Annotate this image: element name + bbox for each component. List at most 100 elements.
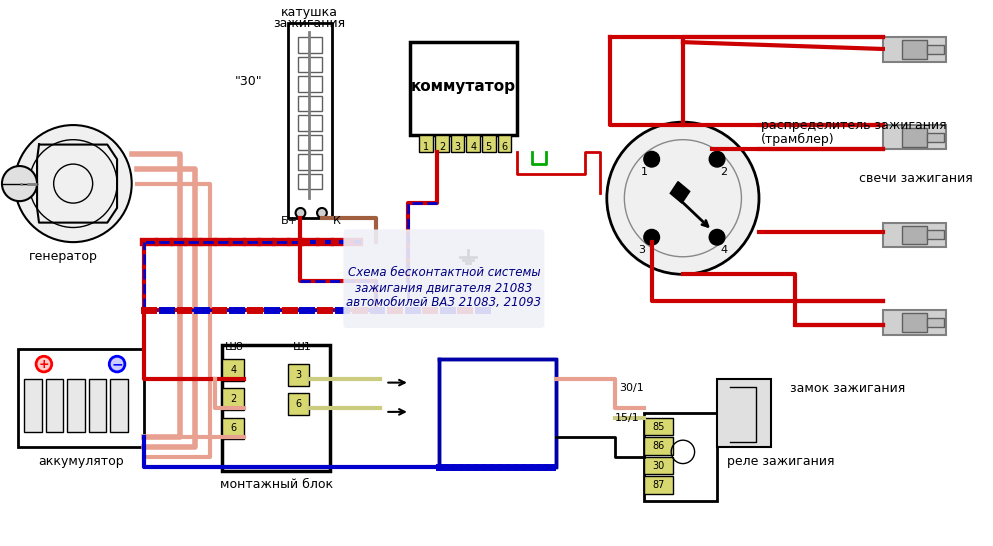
Circle shape: [709, 229, 725, 245]
Text: 30: 30: [652, 460, 664, 471]
Text: 6: 6: [230, 424, 236, 434]
Circle shape: [607, 122, 759, 274]
Text: 3: 3: [296, 370, 302, 380]
Bar: [883, 37, 946, 62]
Bar: [222, 345, 330, 471]
Bar: [298, 57, 322, 73]
Circle shape: [36, 357, 52, 372]
Bar: [298, 115, 322, 131]
Text: 3: 3: [455, 141, 461, 152]
Bar: [288, 393, 309, 415]
Bar: [410, 42, 517, 135]
Bar: [903, 313, 926, 332]
Text: (трамблер): (трамблер): [761, 133, 834, 146]
Text: 6: 6: [296, 399, 302, 409]
Bar: [883, 311, 946, 335]
Circle shape: [643, 151, 659, 167]
Text: распределитель зажигания: распределитель зажигания: [761, 118, 946, 132]
Bar: [25, 379, 42, 432]
Bar: [451, 135, 465, 152]
Circle shape: [109, 357, 125, 372]
Bar: [883, 223, 946, 247]
Text: 1: 1: [423, 141, 429, 152]
Circle shape: [643, 229, 659, 245]
Bar: [88, 379, 106, 432]
Text: Ш8: Ш8: [224, 342, 243, 353]
Circle shape: [296, 208, 306, 218]
Bar: [926, 230, 944, 239]
Text: 3: 3: [638, 245, 645, 255]
Text: 15/1: 15/1: [615, 413, 639, 423]
Circle shape: [2, 166, 37, 201]
Bar: [467, 135, 480, 152]
Text: 1: 1: [640, 167, 647, 177]
Text: 4: 4: [720, 245, 728, 255]
Polygon shape: [670, 182, 690, 203]
Bar: [926, 133, 944, 141]
Bar: [298, 96, 322, 111]
Text: аккумулятор: аккумулятор: [38, 455, 124, 468]
Bar: [435, 135, 449, 152]
Text: "30": "30": [235, 75, 262, 88]
Text: 2: 2: [230, 394, 236, 404]
Text: коммутатор: коммутатор: [411, 79, 516, 93]
Text: 5: 5: [486, 141, 492, 152]
Text: монтажный блок: монтажный блок: [219, 478, 333, 490]
Text: 4: 4: [230, 365, 236, 375]
Bar: [298, 174, 322, 189]
Bar: [643, 418, 673, 435]
Bar: [298, 37, 322, 53]
Text: генератор: генератор: [29, 250, 98, 263]
Text: 86: 86: [652, 441, 664, 451]
Bar: [298, 76, 322, 92]
Text: замок зажигания: замок зажигания: [790, 382, 906, 395]
Bar: [439, 359, 556, 466]
Bar: [643, 437, 673, 455]
Bar: [110, 379, 128, 432]
Bar: [288, 364, 309, 385]
Text: 30/1: 30/1: [620, 383, 644, 394]
Text: 2: 2: [720, 167, 728, 177]
Bar: [926, 45, 944, 54]
Bar: [46, 379, 64, 432]
Bar: [18, 349, 144, 447]
Text: зажигания: зажигания: [273, 17, 346, 30]
Text: −: −: [111, 357, 123, 371]
Text: Б+: Б+: [281, 216, 298, 225]
Bar: [222, 418, 244, 439]
Bar: [926, 318, 944, 327]
Bar: [482, 135, 496, 152]
Bar: [68, 379, 84, 432]
Text: 6: 6: [501, 141, 507, 152]
Circle shape: [709, 151, 725, 167]
Text: 4: 4: [470, 141, 477, 152]
Bar: [222, 388, 244, 410]
Bar: [419, 135, 433, 152]
Text: Ш1: Ш1: [293, 342, 312, 353]
Text: 87: 87: [652, 480, 664, 490]
Text: 2: 2: [439, 141, 445, 152]
Bar: [643, 413, 717, 501]
Bar: [643, 457, 673, 474]
Circle shape: [15, 125, 132, 242]
Bar: [497, 135, 511, 152]
Text: реле зажигания: реле зажигания: [727, 455, 834, 468]
FancyBboxPatch shape: [344, 229, 544, 328]
Bar: [903, 225, 926, 244]
Text: 85: 85: [652, 422, 664, 431]
Bar: [903, 40, 926, 59]
Bar: [298, 155, 322, 170]
Text: катушка: катушка: [281, 7, 338, 19]
Bar: [288, 22, 332, 218]
Text: +: +: [39, 358, 50, 371]
Bar: [298, 135, 322, 151]
Bar: [883, 125, 946, 150]
Text: К: К: [333, 216, 341, 225]
Circle shape: [317, 208, 327, 218]
Bar: [717, 379, 771, 447]
Text: свечи зажигания: свечи зажигания: [859, 172, 972, 185]
Bar: [643, 476, 673, 494]
Bar: [222, 359, 244, 381]
Bar: [903, 128, 926, 146]
Text: Схема бесконтактной системы
зажигания двигателя 21083
автомобилей ВАЗ 21083, 210: Схема бесконтактной системы зажигания дв…: [347, 266, 541, 310]
